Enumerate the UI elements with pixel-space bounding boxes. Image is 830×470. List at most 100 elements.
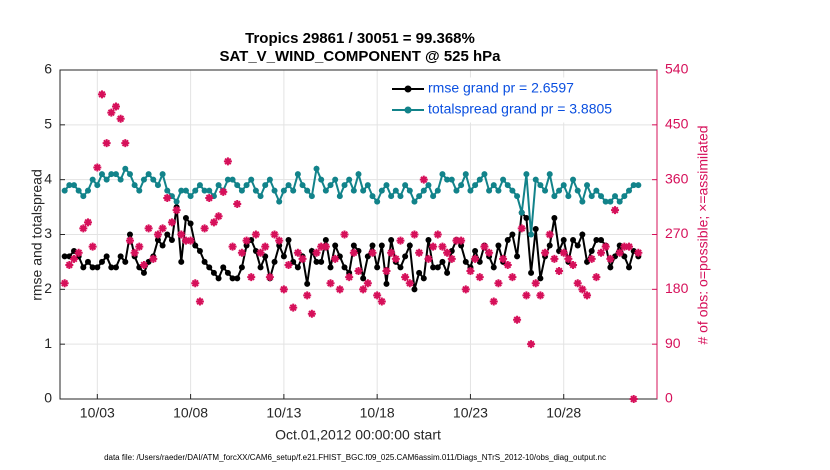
obs-marker xyxy=(620,242,629,251)
series-marker xyxy=(318,258,325,265)
obs-marker xyxy=(573,279,582,288)
series-marker xyxy=(598,193,605,200)
obs-marker xyxy=(401,273,410,282)
series-marker xyxy=(388,193,395,200)
series-marker xyxy=(402,182,409,189)
series-marker xyxy=(266,176,273,183)
obs-marker xyxy=(125,236,134,245)
obs-marker xyxy=(489,297,498,306)
series-marker xyxy=(196,182,203,189)
series-marker xyxy=(145,258,152,265)
y-tick-label: 5 xyxy=(44,116,52,132)
series-marker xyxy=(560,236,567,243)
obs-marker xyxy=(209,218,218,227)
obs-marker xyxy=(531,279,540,288)
series-marker xyxy=(528,269,535,276)
series-marker xyxy=(154,236,161,243)
series-marker xyxy=(262,182,269,189)
series-marker xyxy=(131,182,138,189)
series-marker xyxy=(276,242,283,249)
obs-marker xyxy=(606,254,615,263)
obs-marker xyxy=(219,187,228,196)
series-marker xyxy=(444,176,451,183)
series-marker xyxy=(416,193,423,200)
legend-box xyxy=(387,77,654,123)
series-marker xyxy=(425,236,432,243)
series-marker xyxy=(430,264,437,271)
series-marker xyxy=(140,176,147,183)
series-marker xyxy=(467,187,474,194)
series-marker xyxy=(308,193,315,200)
x-tick-label: 10/03 xyxy=(80,405,115,421)
obs-marker xyxy=(205,193,214,202)
obs-marker xyxy=(167,218,176,227)
series-marker xyxy=(509,187,516,194)
series-marker xyxy=(546,171,553,178)
series-marker xyxy=(579,198,586,205)
series-marker xyxy=(420,187,427,194)
series-marker xyxy=(355,171,362,178)
series-marker xyxy=(490,182,497,189)
series-line xyxy=(64,206,640,290)
series-marker xyxy=(192,242,199,249)
obs-marker xyxy=(471,254,480,263)
series-marker xyxy=(285,236,292,243)
series-marker xyxy=(341,264,348,271)
obs-marker xyxy=(410,230,419,239)
series-marker xyxy=(537,275,544,282)
obs-marker xyxy=(359,285,368,294)
series-marker xyxy=(425,182,432,189)
obs-marker xyxy=(111,102,120,111)
obs-marker xyxy=(555,267,564,276)
series-marker xyxy=(378,242,385,249)
series-marker xyxy=(341,182,348,189)
series-marker xyxy=(383,182,390,189)
series-marker xyxy=(80,193,87,200)
series-marker xyxy=(182,187,189,194)
series-marker xyxy=(621,193,628,200)
series-marker xyxy=(187,220,194,227)
series-marker xyxy=(61,187,68,194)
series-marker xyxy=(290,258,297,265)
series-marker xyxy=(94,182,101,189)
obs-marker xyxy=(550,254,559,263)
series-marker xyxy=(196,247,203,254)
series-marker xyxy=(327,182,334,189)
series-marker xyxy=(164,187,171,194)
series-marker xyxy=(210,269,217,276)
obs-marker xyxy=(499,254,508,263)
series-marker xyxy=(486,187,493,194)
series-marker xyxy=(560,182,567,189)
obs-marker xyxy=(475,273,484,282)
series-marker xyxy=(350,187,357,194)
series-marker xyxy=(579,231,586,238)
y2-tick-label: 270 xyxy=(665,225,689,241)
series-marker xyxy=(126,231,133,238)
obs-marker xyxy=(391,254,400,263)
series-marker xyxy=(388,236,395,243)
series-marker xyxy=(238,187,245,194)
series-marker xyxy=(70,182,77,189)
series-marker xyxy=(201,187,208,194)
obs-marker xyxy=(121,139,130,148)
series-marker xyxy=(150,176,157,183)
series-marker xyxy=(607,198,614,205)
obs-marker xyxy=(289,303,298,312)
series-marker xyxy=(75,187,82,194)
obs-marker xyxy=(191,279,200,288)
series-marker xyxy=(570,236,577,243)
obs-marker xyxy=(149,254,158,263)
series-marker xyxy=(434,264,441,271)
series-marker xyxy=(271,258,278,265)
obs-marker xyxy=(625,242,634,251)
series-marker xyxy=(551,193,558,200)
series-marker xyxy=(383,280,390,287)
series-marker xyxy=(290,187,297,194)
obs-marker xyxy=(275,236,284,245)
series-marker xyxy=(332,242,339,249)
obs-marker xyxy=(443,248,452,257)
series-marker xyxy=(504,236,511,243)
series-marker xyxy=(626,264,633,271)
y2-tick-label: 90 xyxy=(665,335,681,351)
series-marker xyxy=(280,253,287,260)
